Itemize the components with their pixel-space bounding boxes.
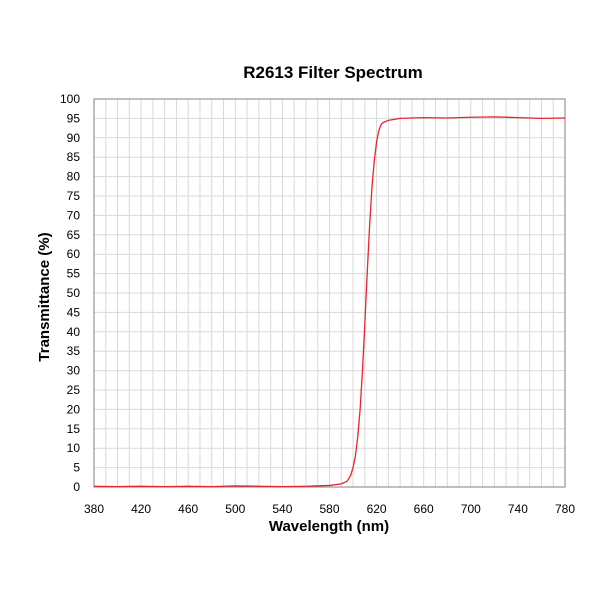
y-tick-label: 55 — [67, 267, 81, 281]
y-tick-label: 65 — [67, 228, 81, 242]
x-tick-label: 660 — [414, 502, 434, 516]
y-tick-label: 60 — [67, 247, 81, 261]
x-tick-label: 780 — [555, 502, 575, 516]
y-tick-label: 95 — [67, 111, 81, 125]
y-tick-label: 80 — [67, 170, 81, 184]
y-tick-label: 15 — [67, 422, 81, 436]
grid-lines — [94, 99, 565, 487]
y-axis-title: Transmittance (%) — [36, 232, 53, 361]
y-tick-label: 70 — [67, 208, 81, 222]
y-tick-labels: 0 5 10 15 20 25 30 35 40 45 50 55 60 65 70 75 80 85 90 95 10… — [60, 92, 80, 494]
y-tick-label: 45 — [67, 305, 81, 319]
x-tick-label: 420 — [131, 502, 151, 516]
x-tick-label: 540 — [272, 502, 292, 516]
plot-area — [93, 98, 566, 488]
y-tick-label: 50 — [67, 286, 81, 300]
x-axis-title: Wavelength (nm) — [269, 518, 389, 535]
transmittance-series-line — [93, 116, 566, 488]
y-tick-label: 30 — [67, 364, 81, 378]
y-tick-label: 10 — [67, 441, 81, 455]
x-tick-label: 700 — [461, 502, 481, 516]
y-tick-label: 90 — [67, 131, 81, 145]
x-tick-label: 740 — [508, 502, 528, 516]
y-tick-label: 5 — [73, 461, 80, 475]
x-tick-label: 380 — [84, 502, 104, 516]
series-group — [93, 116, 566, 488]
y-tick-label: 25 — [67, 383, 81, 397]
y-tick-label: 100 — [60, 92, 80, 106]
chart-title: R2613 Filter Spectrum — [243, 63, 423, 82]
x-tick-labels: 380 420 460 500 540 580 620 660 700 740 780 — [84, 502, 575, 516]
x-tick-label: 620 — [367, 502, 387, 516]
x-tick-label: 460 — [178, 502, 198, 516]
y-tick-label: 0 — [73, 480, 80, 494]
y-tick-label: 75 — [67, 189, 81, 203]
y-tick-label: 40 — [67, 325, 81, 339]
x-tick-label: 580 — [319, 502, 339, 516]
x-tick-label: 500 — [225, 502, 245, 516]
y-tick-label: 85 — [67, 150, 81, 164]
y-tick-label: 20 — [67, 402, 81, 416]
y-tick-label: 35 — [67, 344, 81, 358]
